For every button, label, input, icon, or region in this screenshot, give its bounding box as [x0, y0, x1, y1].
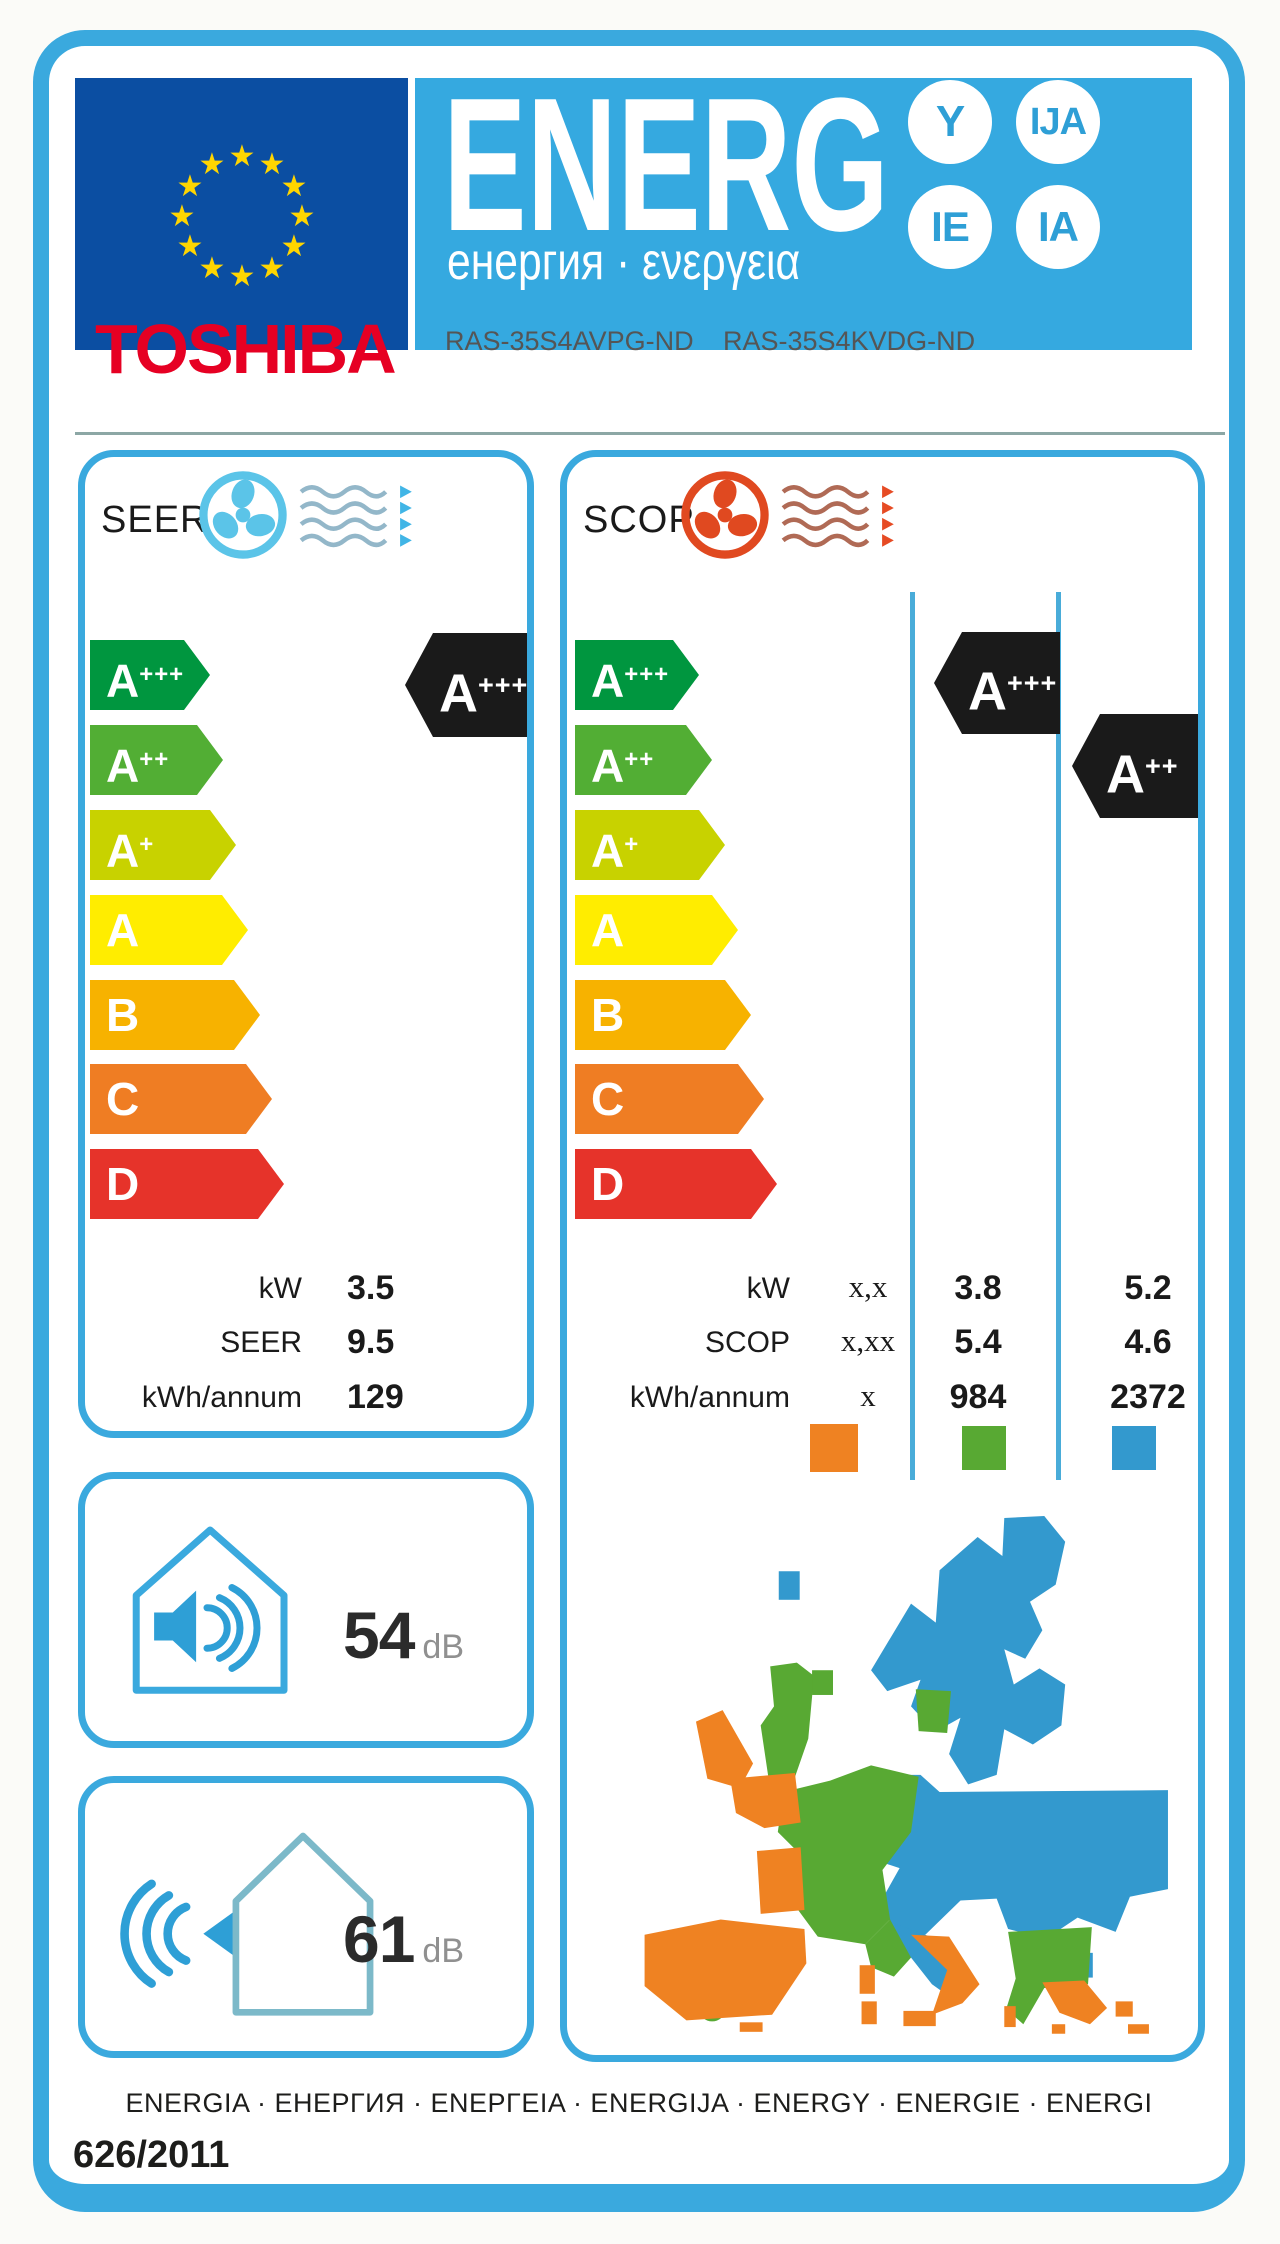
svg-text:★: ★ — [199, 252, 226, 285]
heating-fan-icon — [681, 471, 769, 559]
svg-text:★: ★ — [259, 252, 286, 285]
cold-zone-annum: 2372 — [1110, 1378, 1186, 1416]
average-zone-kw: 3.8 — [954, 1269, 1002, 1307]
header-divider — [75, 432, 1225, 435]
outdoor-noise-value: 61 dB — [343, 1902, 465, 1976]
scop-annum-label: kWh/annum — [629, 1381, 790, 1414]
seer-annum-label: kWh/annum — [141, 1381, 302, 1414]
warm-zone-annum: x — [860, 1378, 876, 1413]
svg-text:★: ★ — [199, 148, 226, 181]
model-number-outdoor: RAS-35S4KVDG-ND — [723, 326, 976, 356]
warm-zone-scop: x,xx — [840, 1323, 896, 1358]
cooling-fan-icon — [199, 471, 287, 559]
rating-arrow-d: D — [575, 1149, 777, 1219]
rating-arrow-appp: A+++ — [575, 640, 699, 710]
brand-logo: TOSHIBA — [95, 310, 397, 388]
seer-kw-value: 3.5 — [347, 1269, 395, 1307]
scop-title: SCOP — [583, 499, 695, 541]
scop-kw-label: kW — [746, 1272, 790, 1305]
warm-airflow-arrows-icon — [781, 485, 894, 548]
warm-zone-swatch — [810, 1424, 858, 1472]
suffix-circle-ie: IE — [908, 185, 992, 269]
outdoor-noise-section: 61 dB — [78, 1776, 534, 2058]
seer-eff-value: 9.5 — [347, 1323, 395, 1361]
svg-text:★: ★ — [177, 170, 204, 203]
seer-kw-label: kW — [258, 1272, 302, 1305]
seer-title: SEER — [101, 499, 209, 541]
rating-arrow-b: B — [90, 980, 260, 1050]
energ-subtitle: енергия · ενεργεια — [447, 233, 801, 291]
energ-banner: ENERG енергия · ενεργεια Y IJA IE IA — [415, 78, 1192, 350]
svg-text:★: ★ — [177, 230, 204, 263]
cold-zone-scop: 4.6 — [1124, 1323, 1172, 1361]
scop-cold-zone-rating-indicator: A++ — [1072, 714, 1198, 818]
average-zone-annum: 984 — [949, 1378, 1007, 1416]
rating-arrow-b: B — [575, 980, 751, 1050]
average-zone-swatch — [962, 1426, 1006, 1470]
indoor-noise-value: 54 dB — [343, 1598, 465, 1672]
energ-title: ENERG — [443, 78, 889, 271]
indoor-noise-section: 54 dB — [78, 1472, 534, 1748]
energy-words: ENERGIA · ЕНЕРГИЯ · ΕΝΕΡΓΕΙΑ · ENERGIJA … — [125, 2088, 1153, 2118]
scop-average-zone-rating-indicator: A+++ — [934, 632, 1060, 734]
svg-text:★: ★ — [259, 148, 286, 181]
rating-arrow-c: C — [575, 1064, 764, 1134]
average-zone-scop: 5.4 — [954, 1323, 1002, 1361]
outdoor-sound-power-icon — [120, 1832, 374, 2016]
svg-text:★: ★ — [281, 230, 308, 263]
rating-arrow-a: A — [575, 895, 738, 965]
scop-section: SCOP A+++ A++ A+ — [560, 450, 1205, 2062]
scop-eff-label: SCOP — [704, 1326, 790, 1359]
regulation-number: 626/2011 — [73, 2134, 230, 2176]
eu-stars-icon: ★ ★★ ★★★ ★★★ ★★★ — [169, 140, 316, 293]
model-number-indoor: RAS-35S4AVPG-ND — [445, 326, 694, 356]
rating-arrow-ap: A+ — [90, 810, 236, 880]
warm-zone-kw: x,x — [848, 1269, 888, 1304]
suffix-circle-ia: IA — [1016, 185, 1100, 269]
cold-zone-kw: 5.2 — [1124, 1269, 1172, 1307]
svg-text:★: ★ — [169, 200, 196, 233]
suffix-circle-ija: IJA — [1016, 80, 1100, 164]
svg-text:★: ★ — [229, 140, 256, 173]
seer-rating-indicator: A+++ — [405, 633, 527, 737]
rating-arrow-c: C — [90, 1064, 272, 1134]
climate-zone-divider-1 — [910, 592, 915, 1480]
rating-arrow-a: A — [90, 895, 248, 965]
cold-zone-swatch — [1112, 1426, 1156, 1470]
suffix-circle-y: Y — [908, 80, 992, 164]
seer-eff-label: SEER — [220, 1326, 302, 1359]
seer-annum-value: 129 — [347, 1378, 404, 1416]
rating-arrow-ap: A+ — [575, 810, 725, 880]
climate-zone-divider-2 — [1056, 592, 1061, 1480]
indoor-sound-power-icon — [132, 1526, 288, 1694]
svg-text:★: ★ — [289, 200, 316, 233]
rating-arrow-d: D — [90, 1149, 284, 1219]
cool-airflow-arrows-icon — [299, 485, 412, 548]
eu-flag: ★ ★ ★ ★ ★ ★ ★ ★ ★ ★ ★ ★ — [75, 78, 408, 350]
europe-climate-map — [644, 1516, 1168, 2034]
rating-arrow-app: A++ — [575, 725, 712, 795]
seer-section: SEER A+++ A++ A+ A B — [78, 450, 534, 1438]
rating-arrow-app: A++ — [90, 725, 223, 795]
svg-text:★: ★ — [229, 260, 256, 293]
eu-energy-label: ★ ★ ★ ★ ★ ★ ★ ★ ★ ★ ★ ★ ENERG енергия · ενεργεια… — [33, 30, 1245, 2212]
svg-text:★: ★ — [281, 170, 308, 203]
rating-arrow-appp: A+++ — [90, 640, 210, 710]
